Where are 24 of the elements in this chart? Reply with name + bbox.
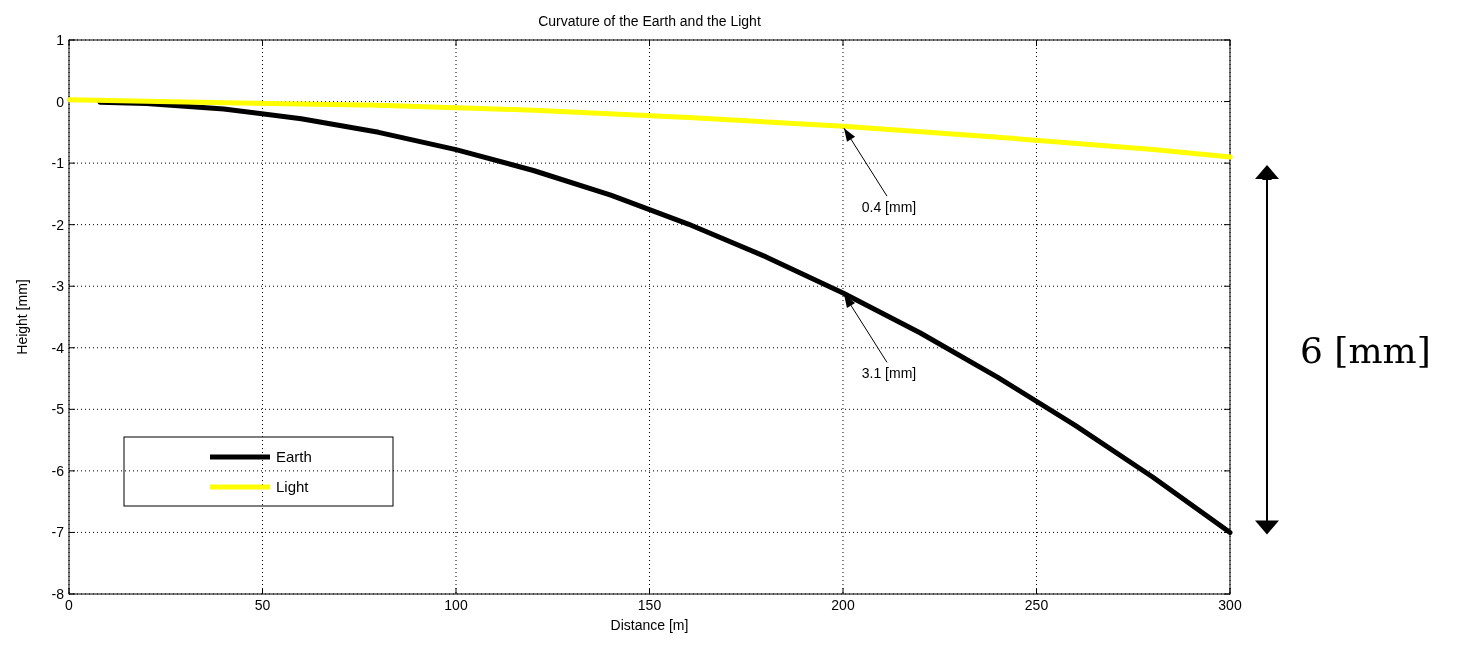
y-tick-label: -8 — [51, 586, 65, 602]
y-tick-label: 0 — [56, 93, 65, 110]
y-tick-label: -5 — [51, 401, 65, 418]
x-tick-label: 200 — [831, 597, 855, 613]
y-tick-label: -3 — [51, 278, 65, 295]
y-tick-label: -6 — [51, 462, 65, 479]
x-tick-label: 300 — [1218, 597, 1242, 613]
y-tick-label: -1 — [51, 155, 65, 172]
chart-title: Curvature of the Earth and the Light — [538, 13, 761, 29]
x-tick-label: 250 — [1024, 597, 1049, 613]
legend-label: Earth — [276, 448, 312, 465]
annotation: 3.1 [mm] — [861, 365, 917, 382]
x-tick-label: 100 — [444, 597, 468, 613]
y-tick-label: -2 — [51, 216, 65, 233]
y-tick-label: 1 — [56, 32, 65, 48]
legend-label: Light — [276, 478, 310, 495]
y-tick-label: -4 — [51, 339, 65, 356]
text: 6 [mm] — [1300, 329, 1431, 371]
x-tick-label: 50 — [254, 597, 271, 613]
y-axis-title: Height [mm] — [14, 279, 30, 355]
annotation: 0.4 [mm] — [861, 199, 917, 216]
y-tick-label: -7 — [51, 524, 65, 541]
x-tick-label: 150 — [637, 597, 662, 613]
x-axis-title: Distance [m] — [610, 617, 689, 633]
